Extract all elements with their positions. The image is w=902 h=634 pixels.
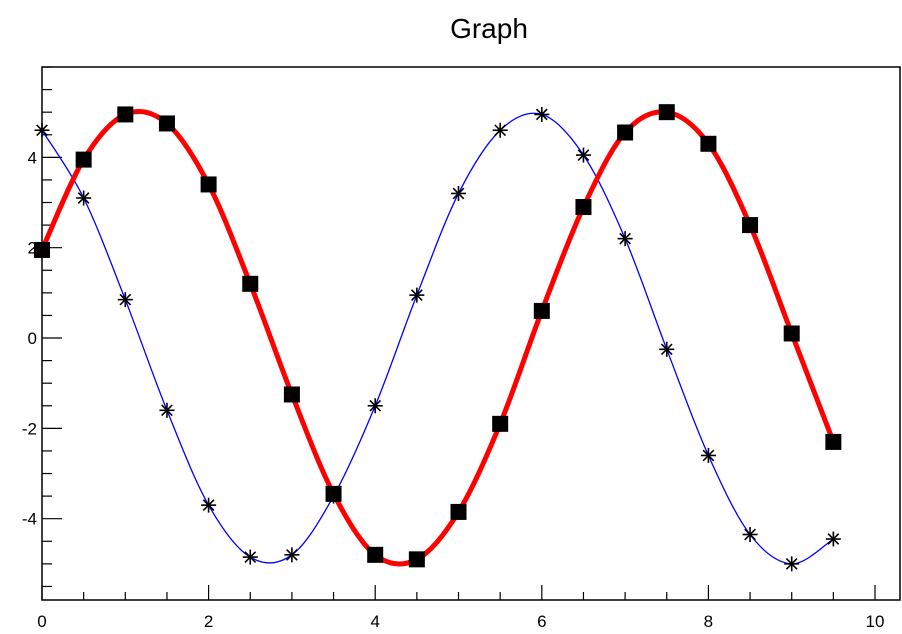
- square-marker: [34, 241, 50, 258]
- asterisk-stroke: [36, 124, 48, 137]
- asterisk-stroke: [77, 192, 90, 204]
- asterisk-stroke: [535, 108, 548, 121]
- x-tick-label: 2: [204, 612, 213, 631]
- asterisk-marker: [617, 231, 633, 247]
- asterisk-stroke: [619, 232, 631, 245]
- x-axis: 0 2 4 6 8 10: [37, 585, 884, 631]
- square-marker: [75, 151, 92, 168]
- asterisk-marker: [76, 190, 92, 206]
- y-tick-label: 0: [28, 329, 37, 348]
- asterisk-stroke: [202, 499, 215, 512]
- y-tick-label: -4: [22, 510, 37, 529]
- asterisk-marker: [742, 527, 758, 543]
- asterisk-stroke: [494, 124, 507, 137]
- square-marker: [367, 546, 384, 563]
- asterisk-marker: [659, 341, 675, 357]
- asterisk-marker: [117, 292, 133, 308]
- asterisk-marker: [409, 287, 425, 303]
- x-tick-label: 8: [704, 612, 713, 631]
- series-group: [34, 104, 842, 572]
- square-marker: [158, 115, 175, 132]
- asterisk-marker: [825, 531, 841, 547]
- asterisk-marker: [575, 147, 591, 163]
- plot-area: [41, 66, 901, 601]
- asterisk-marker: [201, 497, 217, 513]
- asterisk-stroke: [577, 149, 590, 161]
- square-marker: [450, 503, 467, 520]
- asterisk-marker: [451, 185, 467, 201]
- square-marker: [742, 217, 759, 234]
- x-tick-label: 0: [37, 612, 46, 631]
- square-marker: [200, 176, 217, 193]
- asterisk-stroke: [244, 551, 257, 563]
- axes: 0 2 4 6 8 10 -4 -2 0 2 4: [22, 66, 884, 631]
- asterisk-stroke: [410, 289, 423, 301]
- square-marker: [825, 433, 842, 450]
- chart-title: Graph: [450, 13, 528, 44]
- asterisk-marker: [242, 549, 258, 565]
- square-marker: [617, 124, 634, 141]
- asterisk-marker: [700, 447, 716, 463]
- asterisk-stroke: [369, 399, 382, 412]
- asterisk-marker: [534, 106, 550, 122]
- square-marker-group: [34, 104, 842, 568]
- asterisk-marker: [492, 122, 508, 138]
- square-marker: [242, 275, 259, 292]
- asterisk-stroke: [660, 343, 673, 356]
- x-tick-label: 10: [866, 612, 885, 631]
- asterisk-stroke: [119, 293, 132, 306]
- square-marker: [575, 199, 592, 216]
- square-marker: [492, 415, 509, 432]
- plot-frame: [41, 66, 901, 601]
- asterisk-stroke: [452, 187, 465, 200]
- asterisk-stroke: [161, 404, 173, 417]
- square-marker: [658, 104, 675, 121]
- square-marker: [117, 106, 134, 123]
- asterisk-stroke: [827, 533, 840, 545]
- asterisk-stroke: [286, 548, 298, 561]
- square-marker: [283, 386, 300, 403]
- asterisk-marker: [159, 402, 175, 418]
- square-marker: [533, 302, 550, 319]
- asterisk-stroke: [702, 449, 715, 462]
- asterisk-stroke: [744, 528, 756, 541]
- x-tick-label: 6: [537, 612, 546, 631]
- y-tick-label: 2: [28, 239, 37, 258]
- asterisk-marker: [367, 398, 383, 414]
- square-marker: [783, 325, 800, 342]
- x-tick-label: 4: [370, 612, 379, 631]
- square-marker: [700, 135, 717, 152]
- y-axis: -4 -2 0 2 4: [22, 66, 62, 588]
- y-tick-label: -2: [22, 419, 37, 438]
- square-marker: [325, 485, 342, 502]
- asterisk-stroke: [785, 557, 798, 570]
- asterisk-marker: [284, 547, 300, 563]
- asterisk-marker: [34, 122, 50, 138]
- asterisk-marker: [784, 556, 800, 572]
- y-tick-label: 4: [28, 148, 37, 167]
- square-marker: [408, 551, 425, 568]
